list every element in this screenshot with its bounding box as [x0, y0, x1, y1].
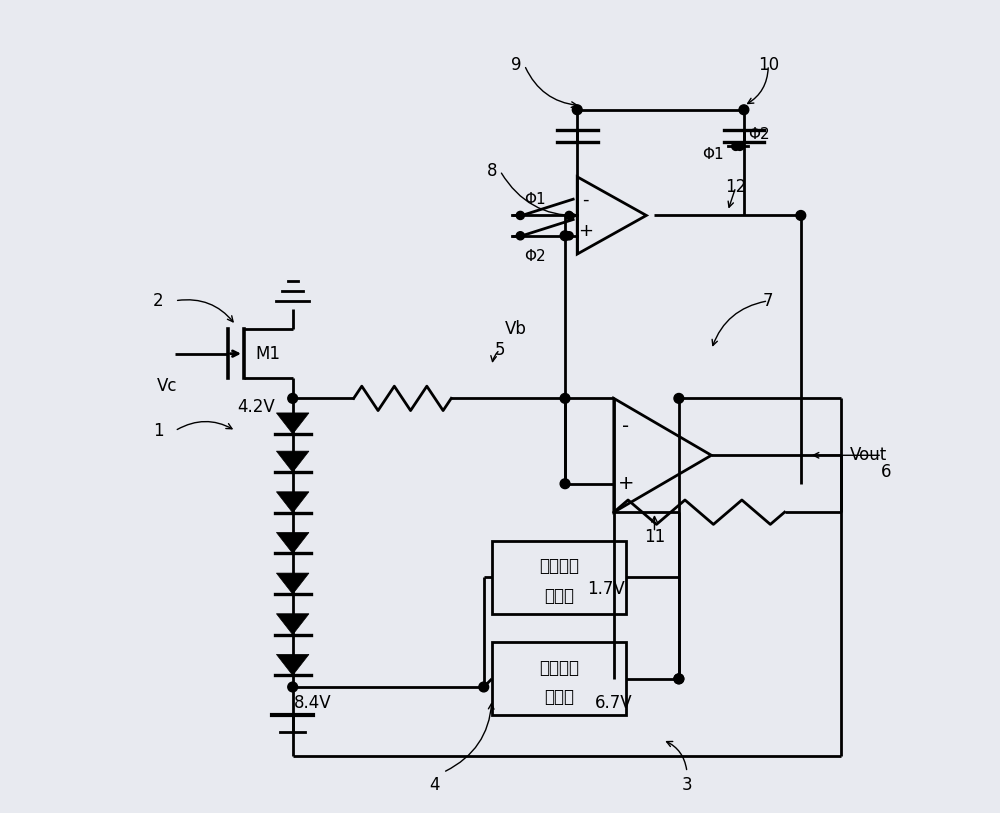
- Text: Vb: Vb: [505, 320, 527, 338]
- Circle shape: [560, 231, 570, 241]
- Polygon shape: [276, 573, 309, 594]
- Text: 6: 6: [881, 463, 891, 480]
- Text: Vout: Vout: [850, 446, 887, 464]
- Text: Φ2: Φ2: [748, 127, 770, 141]
- Polygon shape: [276, 614, 309, 635]
- Text: +: +: [578, 222, 593, 240]
- Circle shape: [674, 674, 684, 684]
- Circle shape: [736, 142, 744, 150]
- Text: Φ2: Φ2: [524, 249, 546, 263]
- Text: Vc: Vc: [156, 377, 177, 395]
- Text: 5: 5: [495, 341, 505, 359]
- Circle shape: [674, 674, 684, 684]
- Circle shape: [560, 393, 570, 403]
- Text: 2: 2: [153, 292, 164, 310]
- Text: -: -: [622, 417, 630, 437]
- Bar: [492, 642, 626, 715]
- Circle shape: [674, 393, 684, 403]
- Text: 6.7V: 6.7V: [595, 694, 633, 712]
- Circle shape: [565, 232, 573, 240]
- Circle shape: [516, 211, 524, 220]
- Text: Φ1: Φ1: [702, 147, 724, 162]
- Text: 7: 7: [763, 292, 774, 310]
- Text: 10: 10: [758, 56, 779, 74]
- Circle shape: [565, 211, 573, 220]
- Circle shape: [732, 142, 740, 150]
- Circle shape: [796, 211, 806, 220]
- Circle shape: [479, 682, 489, 692]
- Circle shape: [572, 105, 582, 115]
- Text: 9: 9: [511, 56, 522, 74]
- Text: 1: 1: [153, 422, 164, 440]
- Text: 稳压器: 稳压器: [544, 586, 574, 605]
- Circle shape: [739, 105, 749, 115]
- Circle shape: [560, 479, 570, 489]
- Text: 12: 12: [725, 178, 746, 196]
- Text: -: -: [582, 191, 589, 209]
- Text: 第一降压: 第一降压: [539, 659, 579, 677]
- Bar: [492, 541, 626, 614]
- Polygon shape: [276, 492, 309, 513]
- Text: 稳压器: 稳压器: [544, 688, 574, 706]
- Text: 1.7V: 1.7V: [587, 580, 625, 598]
- Text: 第二降压: 第二降压: [539, 557, 579, 576]
- Text: Φ1: Φ1: [524, 192, 546, 207]
- Text: 11: 11: [644, 528, 665, 546]
- Text: 4: 4: [430, 776, 440, 793]
- Circle shape: [516, 232, 524, 240]
- Text: +: +: [618, 474, 634, 493]
- Circle shape: [288, 682, 298, 692]
- Text: 8.4V: 8.4V: [294, 694, 332, 712]
- Circle shape: [288, 393, 298, 403]
- Polygon shape: [276, 413, 309, 434]
- Polygon shape: [276, 654, 309, 676]
- Polygon shape: [276, 451, 309, 472]
- Text: 3: 3: [682, 776, 692, 793]
- Text: 8: 8: [487, 162, 497, 180]
- Text: 4.2V: 4.2V: [237, 398, 275, 415]
- Polygon shape: [276, 533, 309, 554]
- Text: M1: M1: [256, 345, 281, 363]
